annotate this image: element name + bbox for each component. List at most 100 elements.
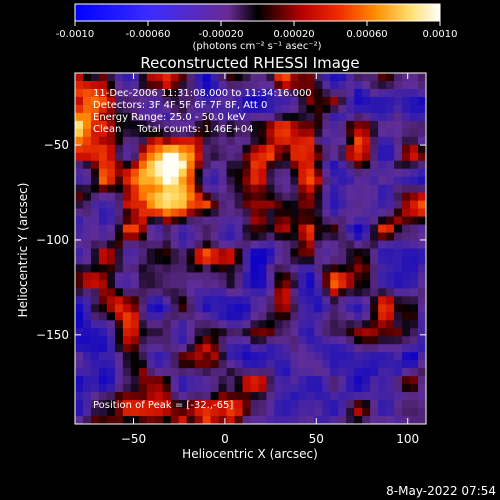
heatmap-cell <box>306 112 315 122</box>
heatmap-cell <box>114 296 124 305</box>
heatmap-cell <box>410 232 419 241</box>
heatmap-cell <box>298 320 307 329</box>
heatmap-cell <box>354 168 363 178</box>
heatmap-cell <box>266 384 275 393</box>
heatmap-cell <box>194 224 203 233</box>
heatmap-cell <box>330 400 339 409</box>
heatmap-cell <box>314 304 323 313</box>
heatmap-cell <box>202 392 211 401</box>
heatmap-cell <box>314 336 323 345</box>
heatmap-cell <box>314 368 323 377</box>
heatmap-cell <box>178 248 187 257</box>
heatmap-cell <box>98 312 108 321</box>
heatmap-cell <box>106 184 116 193</box>
colorbar-tick-label: -0.0010 <box>56 29 95 40</box>
heatmap-cell <box>146 88 156 98</box>
heatmap-cell <box>402 104 411 114</box>
heatmap-cell <box>162 344 172 353</box>
heatmap-cell <box>266 208 275 217</box>
heatmap-cell <box>378 296 387 305</box>
heatmap-cell <box>114 352 124 361</box>
heatmap-cell <box>386 280 395 289</box>
heatmap-cell <box>82 192 92 201</box>
heatmap-cell <box>138 256 148 265</box>
heatmap-cell <box>266 264 275 273</box>
heatmap-cell <box>306 208 315 217</box>
heatmap-cell <box>418 344 426 353</box>
heatmap-cell <box>306 280 315 289</box>
heatmap-cell <box>354 256 363 265</box>
heatmap-cell <box>410 376 419 385</box>
heatmap-cell <box>282 224 291 233</box>
heatmap-cell <box>410 408 419 417</box>
heatmap-cell <box>354 320 363 329</box>
heatmap-cell <box>138 192 148 201</box>
heatmap-cell <box>298 80 307 90</box>
heatmap-cell <box>386 96 395 106</box>
heatmap-cell <box>75 368 84 377</box>
heatmap-cell <box>314 392 323 401</box>
heatmap-cell <box>274 408 283 417</box>
heatmap-cell <box>402 120 411 130</box>
heatmap-cell <box>146 248 156 257</box>
heatmap-cell <box>210 376 219 385</box>
heatmap-cell <box>282 392 291 401</box>
y-tick-label: −150 <box>36 328 69 342</box>
heatmap-cell <box>354 392 363 401</box>
heatmap-cell <box>250 128 259 138</box>
heatmap-cell <box>170 136 180 146</box>
heatmap-cell <box>362 73 371 82</box>
heatmap-cell <box>162 304 172 313</box>
heatmap-cell <box>154 208 164 217</box>
heatmap-cell <box>170 320 180 329</box>
heatmap-cell <box>218 160 227 170</box>
heatmap-cell <box>242 296 251 305</box>
heatmap-cell <box>386 392 395 401</box>
heatmap-cell <box>354 192 363 201</box>
heatmap-cell <box>154 256 164 265</box>
heatmap-cell <box>186 272 195 281</box>
heatmap-cell <box>314 96 323 106</box>
heatmap-cell <box>330 160 339 170</box>
heatmap-cell <box>226 104 235 114</box>
heatmap-cell <box>306 240 315 249</box>
heatmap-cell <box>306 304 315 313</box>
heatmap-cell <box>218 88 227 98</box>
heatmap-cell <box>162 73 172 82</box>
heatmap-cell <box>210 240 219 249</box>
heatmap-cell <box>410 352 419 361</box>
heatmap-cell <box>346 416 355 424</box>
heatmap-cell <box>178 128 187 138</box>
heatmap-cell <box>362 248 371 257</box>
heatmap-cell <box>242 368 251 377</box>
heatmap-cell <box>378 352 387 361</box>
heatmap-cell <box>122 112 132 122</box>
heatmap-cell <box>410 216 419 225</box>
heatmap-cell <box>154 312 164 321</box>
heatmap-cell <box>266 296 275 305</box>
heatmap-cell <box>218 168 227 178</box>
heatmap-cell <box>402 176 411 185</box>
heatmap-cell <box>314 144 323 154</box>
heatmap-cell <box>418 368 426 377</box>
heatmap-cell <box>218 256 227 265</box>
heatmap-cell <box>210 224 219 233</box>
heatmap-cell <box>338 176 347 185</box>
heatmap-cell <box>90 128 100 138</box>
heatmap-cell <box>314 296 323 305</box>
heatmap-cell <box>170 336 180 345</box>
heatmap-cell <box>242 344 251 353</box>
heatmap-cell <box>242 392 251 401</box>
heatmap-cell <box>90 304 100 313</box>
heatmap-cell <box>338 112 347 122</box>
heatmap-cell <box>218 152 227 162</box>
heatmap-cell <box>402 336 411 345</box>
heatmap-cell <box>370 73 379 82</box>
heatmap-cell <box>234 128 243 138</box>
heatmap-cell <box>210 216 219 225</box>
heatmap-cell <box>394 280 403 289</box>
heatmap-cell <box>346 176 355 185</box>
heatmap-cell <box>370 120 379 130</box>
heatmap-cell <box>410 304 419 313</box>
heatmap-cell <box>346 360 355 369</box>
